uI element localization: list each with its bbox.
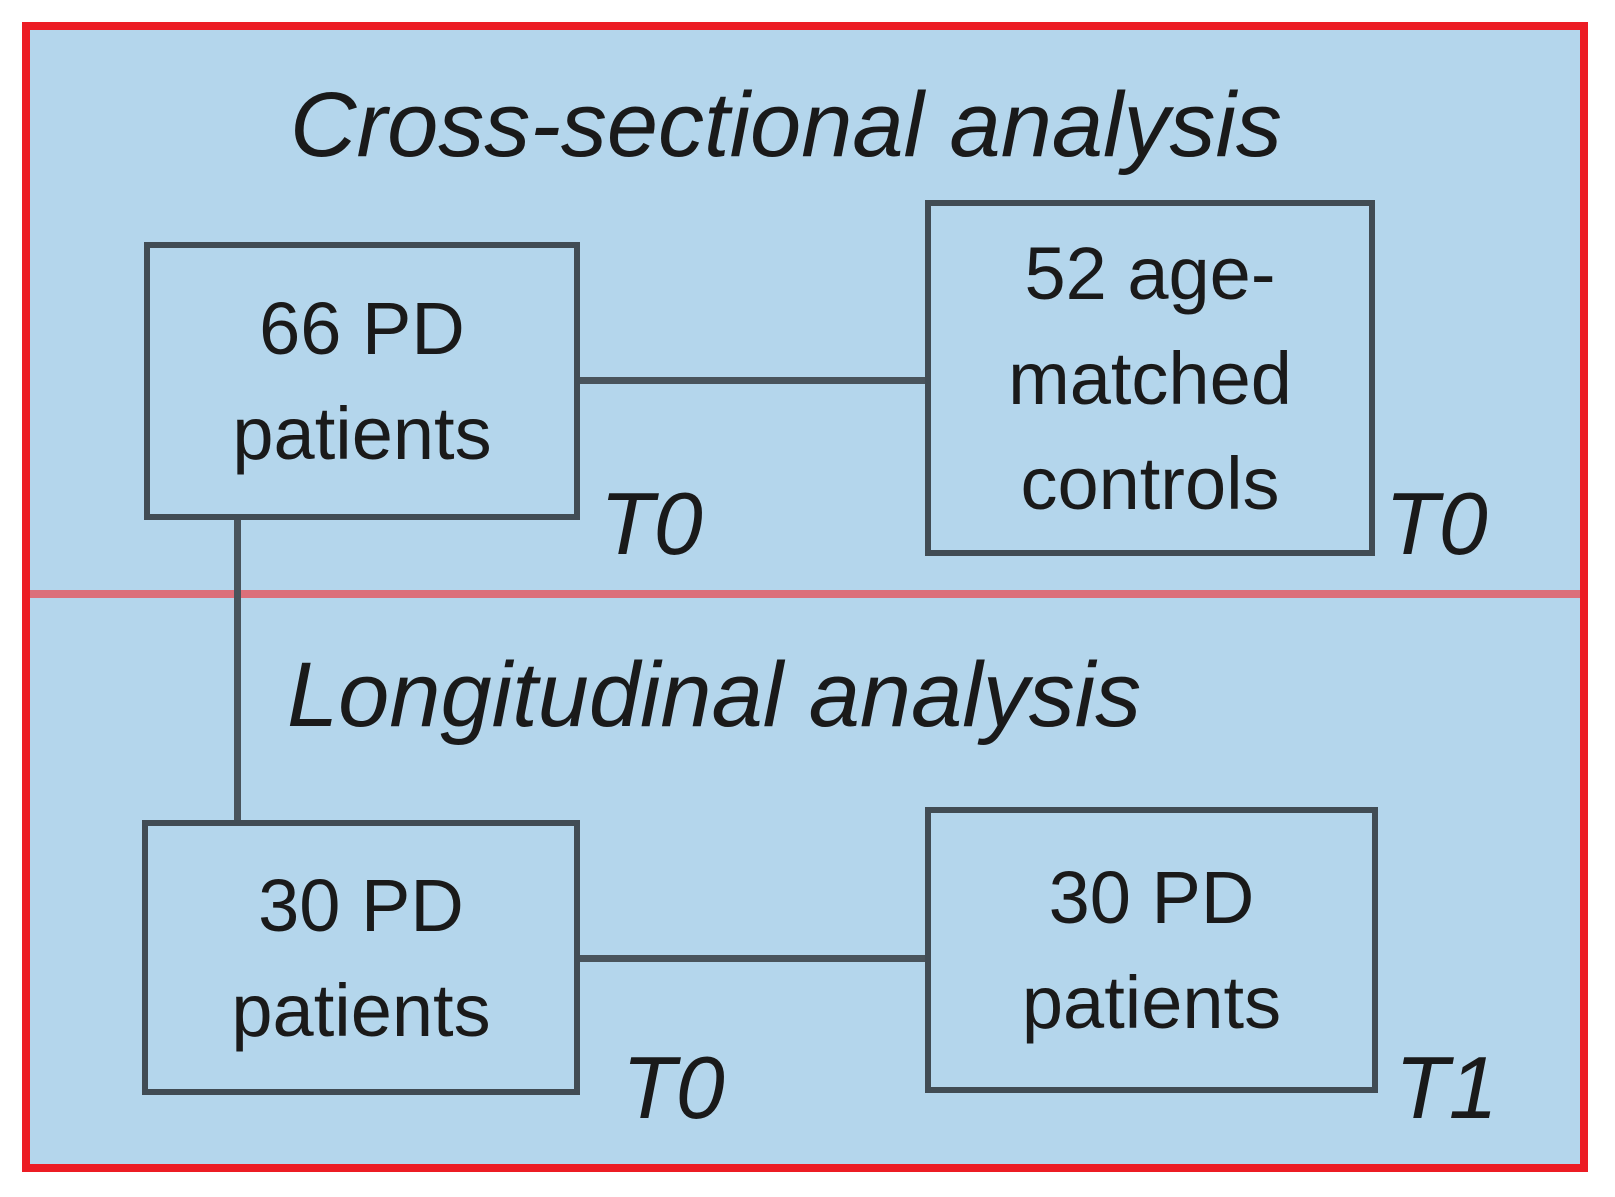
connector-pd30t0-to-pd30t1 bbox=[578, 955, 927, 962]
longitudinal-section-title: Longitudinal analysis bbox=[287, 644, 1142, 746]
panel-divider-line bbox=[30, 590, 1580, 598]
box-66-pd-patients: 66 PD patients bbox=[144, 242, 580, 520]
box-52-controls-line3: controls bbox=[1020, 441, 1280, 525]
box-30-pd-t0-line2: patients bbox=[231, 968, 491, 1052]
timepoint-label-controls: T0 bbox=[1385, 474, 1488, 573]
box-30-pd-t1-line1: 30 PD bbox=[1048, 856, 1255, 939]
timepoint-label-pd30-t1: T1 bbox=[1395, 1038, 1498, 1137]
box-30-pd-patients-t0: 30 PD patients bbox=[142, 820, 580, 1095]
timepoint-label-pd30-t0: T0 bbox=[622, 1038, 725, 1137]
box-30-pd-t1-line2: patients bbox=[1021, 961, 1282, 1044]
box-30-pd-patients-t1: 30 PD patients bbox=[925, 807, 1378, 1093]
box-52-controls-line2: matched bbox=[1008, 336, 1292, 420]
box-66-pd-patients-line1: 66 PD bbox=[259, 287, 465, 370]
box-52-controls-line1: 52 age- bbox=[1024, 231, 1276, 315]
connector-pd66-to-controls bbox=[578, 377, 927, 384]
box-52-age-matched-controls: 52 age- matched controls bbox=[925, 200, 1375, 556]
timepoint-label-pd66: T0 bbox=[600, 474, 703, 573]
box-30-pd-t0-line1: 30 PD bbox=[258, 863, 464, 947]
box-66-pd-patients-line2: patients bbox=[232, 392, 492, 475]
connector-pd66-to-pd30 bbox=[234, 516, 241, 822]
cross-sectional-section-title: Cross-sectional analysis bbox=[290, 74, 1282, 176]
